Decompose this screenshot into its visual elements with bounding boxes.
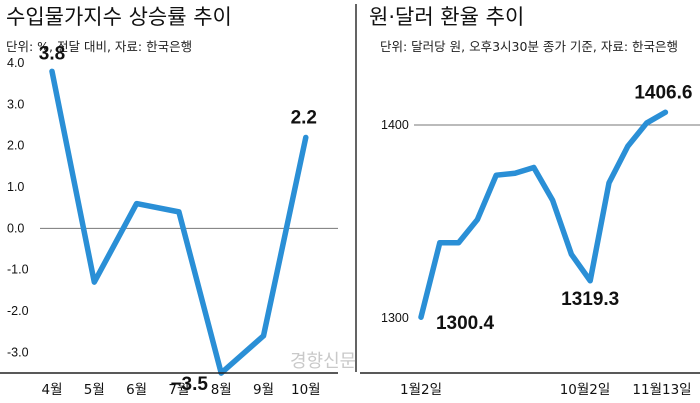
- y-tick-label: 0.0: [7, 221, 24, 235]
- x-tick-label: 6월: [126, 382, 147, 398]
- data-label: 3.8: [39, 43, 65, 64]
- import-price-chart: 수입물가지수 상승률 추이 단위: %, 전달 대비, 자료: 한국은행 4.0…: [0, 5, 338, 398]
- y-tick-label: -1.0: [7, 263, 29, 277]
- exchange-rate-chart: 원·달러 환율 추이 단위: 달러당 원, 오후3시30분 종가 기준, 자료:…: [360, 5, 700, 398]
- data-label: 1406.6: [634, 82, 692, 103]
- x-tick-label: 7월: [168, 382, 189, 398]
- x-tick-label: 10월: [291, 382, 321, 398]
- series-line: [49, 68, 309, 376]
- series-line: [418, 109, 669, 320]
- data-label: 1300.4: [436, 313, 495, 334]
- x-tick-label: 9월: [253, 382, 274, 398]
- chart-title: 원·달러 환율 추이: [369, 5, 524, 29]
- data-label: 2.2: [291, 107, 317, 128]
- x-tick-label: 8월: [211, 382, 232, 398]
- unit-note: 단위: 달러당 원, 오후3시30분 종가 기준, 자료: 한국은행: [380, 39, 678, 54]
- x-tick-label: 1월2일: [400, 382, 442, 398]
- x-tick-label: 5월: [84, 382, 105, 398]
- data-label: −3.5: [170, 374, 208, 395]
- y-tick-label: 3.0: [7, 97, 24, 111]
- y-tick-label: 1300: [381, 311, 409, 325]
- x-tick-label: 11월13일: [632, 382, 691, 398]
- chart-title: 수입물가지수 상승률 추이: [6, 5, 232, 29]
- y-tick-label: -2.0: [7, 304, 29, 318]
- y-tick-label: 4.0: [7, 56, 24, 70]
- y-tick-label: 1.0: [7, 180, 24, 194]
- watermark: 경향신문: [290, 351, 356, 372]
- y-tick-label: 2.0: [7, 139, 24, 153]
- y-tick-label: 1400: [381, 118, 409, 132]
- unit-note: 단위: %, 전달 대비, 자료: 한국은행: [6, 39, 192, 54]
- x-tick-label: 10월2일: [560, 382, 611, 398]
- data-label: 1319.3: [561, 289, 619, 310]
- x-tick-label: 4월: [41, 382, 62, 398]
- y-tick-label: -3.0: [7, 345, 29, 359]
